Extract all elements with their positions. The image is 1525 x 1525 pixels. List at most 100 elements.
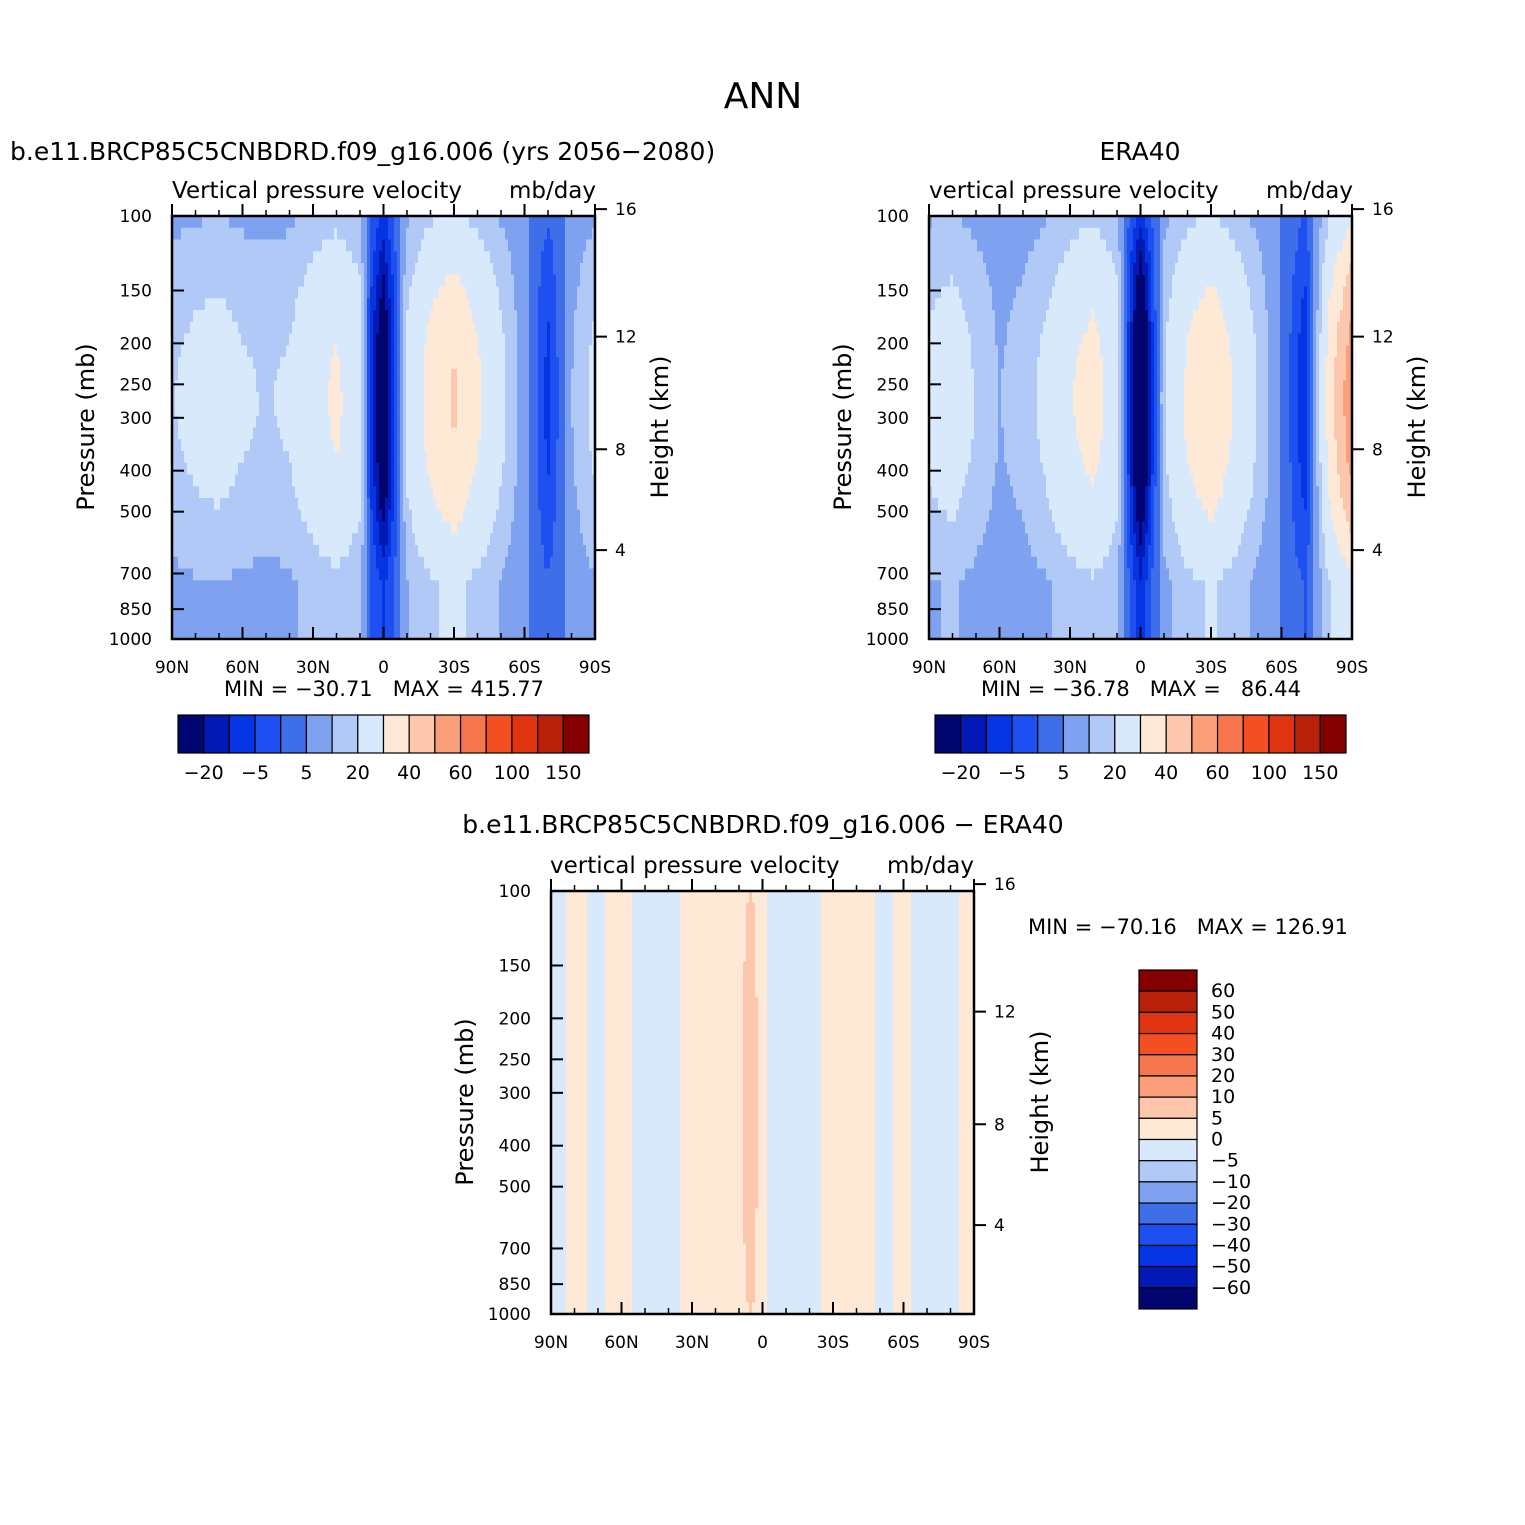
contour-cell xyxy=(367,474,371,487)
contour-cell xyxy=(196,627,200,640)
contour-cell xyxy=(199,568,203,581)
contour-cell xyxy=(235,580,239,593)
contour-cell xyxy=(190,568,194,581)
contour-cell xyxy=(439,298,443,311)
contour-cell xyxy=(256,392,260,405)
contour-cell xyxy=(409,263,413,276)
contour-cell xyxy=(214,239,218,252)
contour-cell xyxy=(391,263,395,276)
contour-cell xyxy=(295,498,299,511)
contour-cell xyxy=(421,568,425,581)
contour-cell xyxy=(454,592,458,605)
contour-cell xyxy=(205,568,209,581)
contour-cell xyxy=(238,286,242,299)
contour-cell xyxy=(385,603,389,617)
contour-cell xyxy=(253,568,257,581)
contour-cell xyxy=(187,603,191,617)
contour-cell xyxy=(226,263,230,276)
contour-cell xyxy=(214,345,218,358)
contour-cell xyxy=(274,263,278,276)
contour-cell xyxy=(331,216,335,229)
contour-cell xyxy=(262,603,266,617)
contour-cell xyxy=(451,615,455,628)
contour-cell xyxy=(406,404,410,417)
contour-cell xyxy=(364,333,368,346)
contour-cell xyxy=(424,274,428,288)
contour-cell xyxy=(262,415,266,429)
contour-cell xyxy=(217,462,221,476)
contour-cell xyxy=(373,545,377,558)
contour-cell xyxy=(232,427,236,440)
contour-cell xyxy=(199,439,203,452)
contour-cell xyxy=(364,380,368,393)
contour-cell xyxy=(433,627,437,640)
contour-cell xyxy=(388,474,392,487)
contour-cell xyxy=(436,227,440,241)
contour-cell xyxy=(313,298,317,311)
contour-cell xyxy=(244,498,248,511)
contour-cell xyxy=(439,592,443,605)
contour-cell xyxy=(439,321,443,335)
contour-cell xyxy=(331,392,335,405)
contour-cell xyxy=(178,556,182,570)
contour-cell xyxy=(295,439,299,452)
contour-cell xyxy=(181,345,185,358)
contour-cell xyxy=(220,286,224,299)
contour-cell xyxy=(397,427,401,440)
contour-cell xyxy=(442,357,446,370)
contour-cell xyxy=(385,263,389,276)
contour-cell xyxy=(346,615,350,628)
contour-cell xyxy=(400,580,404,593)
contour-cell xyxy=(256,474,260,487)
contour-cell xyxy=(286,286,290,299)
contour-cell xyxy=(298,392,302,405)
contour-cell xyxy=(208,592,212,605)
contour-cell xyxy=(424,498,428,511)
contour-cell xyxy=(427,368,431,382)
contour-cell xyxy=(334,451,338,464)
contour-cell xyxy=(466,451,470,464)
contour-cell xyxy=(286,404,290,417)
contour-cell xyxy=(430,392,434,405)
contour-cell xyxy=(208,227,212,241)
contour-cell xyxy=(289,627,293,640)
contour-cell xyxy=(187,486,191,499)
contour-cell xyxy=(454,357,458,370)
contour-cell xyxy=(271,545,275,558)
contour-cell xyxy=(421,333,425,346)
contour-cell xyxy=(316,498,320,511)
contour-cell xyxy=(199,345,203,358)
contour-cell xyxy=(400,556,404,570)
contour-cell xyxy=(358,603,362,617)
contour-cell xyxy=(430,533,434,546)
contour-cell xyxy=(247,521,251,534)
contour-cell xyxy=(295,592,299,605)
contour-cell xyxy=(292,392,296,405)
contour-cell xyxy=(199,462,203,476)
contour-cell xyxy=(250,462,254,476)
contour-cell xyxy=(388,404,392,417)
contour-cell xyxy=(175,509,179,523)
contour-cell xyxy=(409,274,413,288)
contour-cell xyxy=(388,216,392,229)
contour-cell xyxy=(277,592,281,605)
contour-cell xyxy=(409,251,413,264)
contour-cell xyxy=(175,345,179,358)
contour-cell xyxy=(259,556,263,570)
contour-cell xyxy=(454,274,458,288)
contour-cell xyxy=(238,439,242,452)
contour-cell xyxy=(211,592,215,605)
contour-cell xyxy=(193,486,197,499)
contour-cell xyxy=(226,380,230,393)
contour-cell xyxy=(190,298,194,311)
contour-cell xyxy=(376,533,380,546)
contour-cell xyxy=(244,380,248,393)
contour-cell xyxy=(460,474,464,487)
contour-cell xyxy=(415,298,419,311)
contour-cell xyxy=(178,627,182,640)
contour-cell xyxy=(463,274,467,288)
contour-cell xyxy=(205,310,209,323)
contour-cell xyxy=(400,380,404,393)
contour-cell xyxy=(256,592,260,605)
contour-cell xyxy=(253,392,257,405)
